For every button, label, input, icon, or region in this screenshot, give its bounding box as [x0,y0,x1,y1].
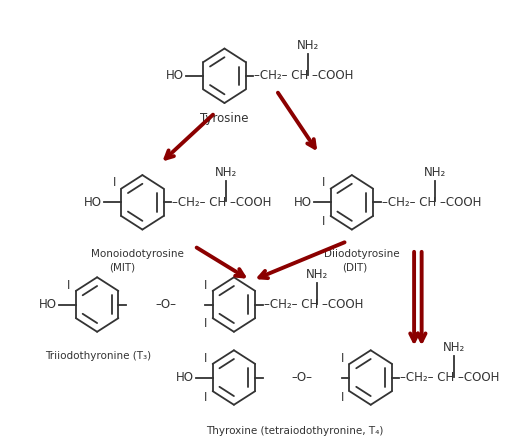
Text: HO: HO [167,69,184,82]
Text: I: I [340,352,344,365]
Text: –CH₂– CH –COOH: –CH₂– CH –COOH [264,298,363,311]
Text: Thyroxine (tetraiodothyronine, T₄): Thyroxine (tetraiodothyronine, T₄) [206,426,383,436]
Text: HO: HO [39,298,57,311]
Text: (DIT): (DIT) [343,263,367,273]
Text: I: I [204,391,207,403]
Text: NH₂: NH₂ [306,268,329,281]
Text: I: I [113,176,116,189]
Text: Tyrosine: Tyrosine [200,112,249,125]
Text: NH₂: NH₂ [215,166,237,179]
Text: I: I [67,279,71,292]
Text: (MIT): (MIT) [110,263,135,273]
Text: I: I [340,391,344,403]
Text: I: I [322,215,325,228]
Text: NH₂: NH₂ [297,40,319,52]
Text: HO: HO [176,371,194,384]
Text: NH₂: NH₂ [424,166,446,179]
Text: –O–: –O– [155,298,176,311]
Text: –O–: –O– [292,371,313,384]
Text: NH₂: NH₂ [443,341,466,354]
Text: –CH₂– CH –COOH: –CH₂– CH –COOH [254,69,353,82]
Text: –CH₂– CH –COOH: –CH₂– CH –COOH [401,371,500,384]
Text: Diiodotyrosine: Diiodotyrosine [323,249,399,259]
Text: Monoiodotyrosine: Monoiodotyrosine [90,249,183,259]
Text: –CH₂– CH –COOH: –CH₂– CH –COOH [381,196,481,209]
Text: I: I [204,318,207,330]
Text: –CH₂– CH –COOH: –CH₂– CH –COOH [172,196,271,209]
Text: Triiodothyronine (T₃): Triiodothyronine (T₃) [45,351,152,361]
Text: I: I [322,176,325,189]
Text: I: I [204,352,207,365]
Text: HO: HO [84,196,102,209]
Text: I: I [204,279,207,292]
Text: HO: HO [294,196,312,209]
